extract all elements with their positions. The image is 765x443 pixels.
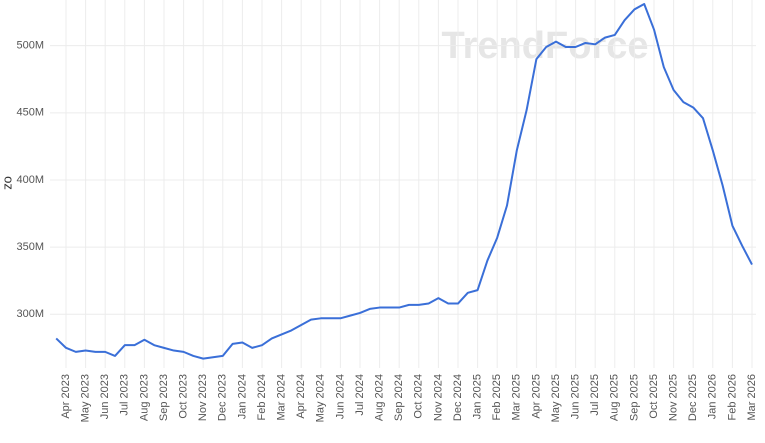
y-axis-label: oz (2, 176, 17, 190)
x-tick-label: Aug 2024 (374, 374, 386, 421)
y-tick-label: 300M (16, 308, 44, 320)
x-tick-label: Jan 2025 (472, 374, 484, 419)
x-tick-label: Jan 2026 (707, 374, 719, 419)
line (55, 3, 753, 360)
x-tick-label: Aug 2025 (609, 374, 621, 421)
x-tick-label: Feb 2024 (256, 374, 268, 420)
x-tick-label: Sep 2023 (158, 374, 170, 421)
x-tick-label: Mar 2025 (511, 374, 523, 420)
x-tick-label: Apr 2025 (530, 374, 542, 419)
x-tick-label: May 2024 (315, 374, 327, 422)
x-tick-label: Dec 2023 (217, 374, 229, 421)
x-tick-label: Jun 2023 (99, 374, 111, 419)
x-tick-label: Dec 2025 (687, 374, 699, 421)
x-tick-label: Oct 2024 (413, 374, 425, 419)
y-tick-label: 500M (16, 40, 44, 52)
x-tick-label: Oct 2025 (648, 374, 660, 419)
x-tick-label: Mar 2024 (276, 374, 288, 420)
x-tick-label: Aug 2023 (138, 374, 150, 421)
x-tick-label: Feb 2025 (491, 374, 503, 420)
x-tick-label: Jun 2025 (570, 374, 582, 419)
x-tick-label: Jan 2024 (236, 374, 248, 419)
x-tick-label: Apr 2024 (295, 374, 307, 419)
y-tick-label: 350M (16, 241, 44, 253)
x-tick-label: Mar 2026 (746, 374, 758, 420)
x-tick-label: Nov 2025 (668, 374, 680, 421)
x-tick-label: Dec 2024 (452, 374, 464, 421)
x-tick-label: May 2023 (80, 374, 92, 422)
x-tick-label: Jul 2025 (589, 374, 601, 416)
x-tick-label: Nov 2023 (197, 374, 209, 421)
x-tick-label: Sep 2025 (628, 374, 640, 421)
x-tick-label: Jun 2024 (334, 374, 346, 419)
x-tick-label: Oct 2023 (178, 374, 190, 419)
x-tick-label: Jul 2023 (119, 374, 131, 416)
x-tick-label: May 2025 (550, 374, 562, 422)
x-tick-label: Feb 2026 (726, 374, 738, 420)
x-tick-label: Jul 2024 (354, 374, 366, 416)
x-tick-label: Sep 2024 (393, 374, 405, 421)
x-tick-label: Nov 2024 (432, 374, 444, 421)
y-tick-label: 400M (16, 174, 44, 186)
x-tick-label: Apr 2023 (60, 374, 72, 419)
y-tick-label: 450M (16, 107, 44, 119)
